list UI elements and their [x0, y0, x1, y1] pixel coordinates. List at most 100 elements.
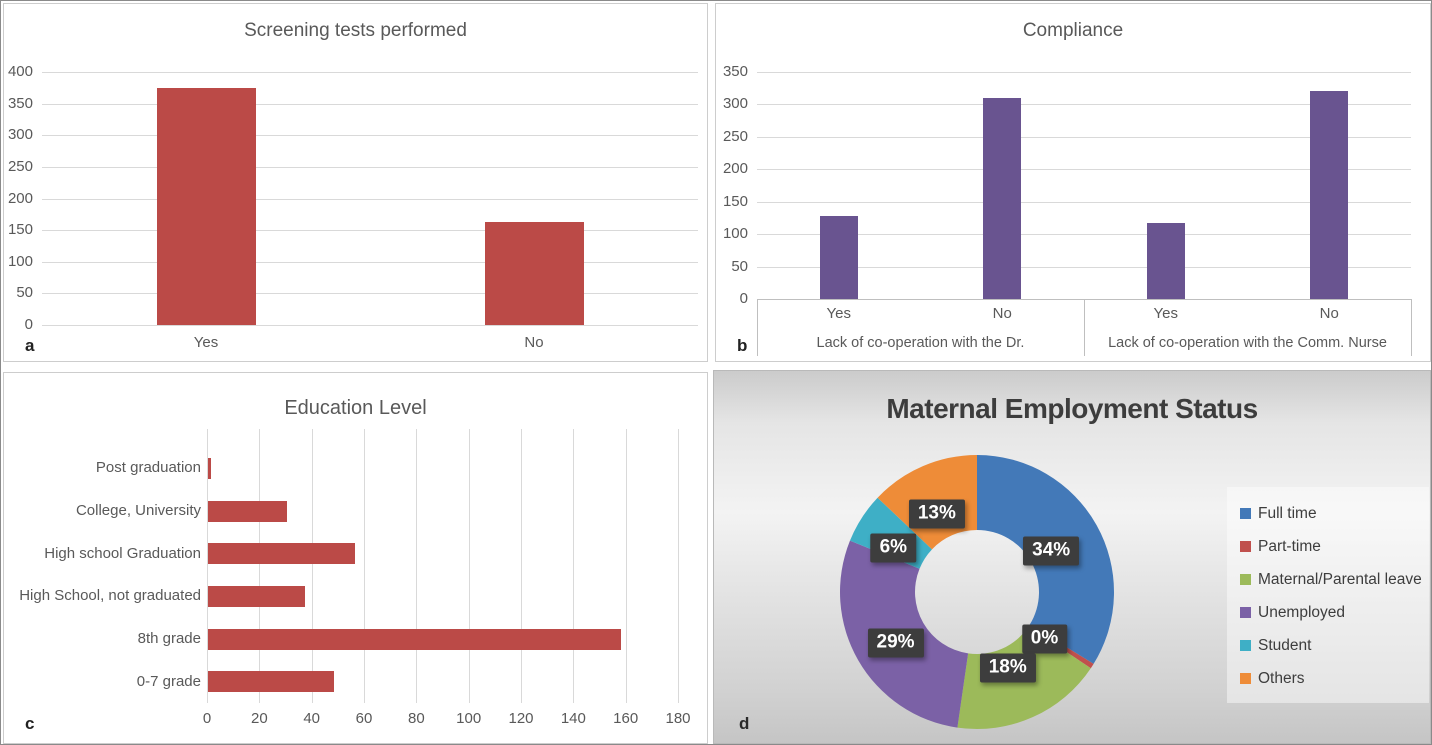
gridline: [757, 104, 1411, 106]
legend-swatch: [1240, 673, 1251, 684]
data-label-maternal-parental-leave: 18%: [979, 653, 1036, 683]
gridline: [42, 261, 698, 263]
category-label: No: [1319, 305, 1339, 322]
legend-label: Full time: [1258, 504, 1317, 522]
category-table-divider: [757, 299, 758, 356]
gridline: [42, 72, 698, 73]
legend-swatch: [1240, 574, 1251, 585]
gridline: [757, 72, 1411, 73]
data-label-student: 6%: [870, 533, 917, 563]
gridline: [757, 136, 1411, 138]
legend-item-others: Others: [1240, 662, 1423, 695]
y-tick-label: 200: [722, 160, 748, 178]
gridline: [42, 166, 698, 168]
y-tick-label: 50: [16, 284, 33, 302]
gridline: [42, 198, 698, 200]
data-label-full-time: 34%: [1023, 536, 1080, 566]
bar-8th-grade: [208, 628, 622, 650]
y-tick-label: 150: [722, 192, 748, 210]
bar-lack-of-co-operation-with-the-dr-yes: [819, 215, 858, 299]
x-tick-label: 40: [303, 710, 320, 727]
gridline: [259, 429, 261, 703]
bar-post-graduation: [208, 457, 211, 479]
x-tick-label: 160: [613, 710, 639, 727]
chart-title: Maternal Employment Status: [886, 393, 1258, 424]
category-table-divider: [1411, 299, 1412, 356]
data-label-unemployed: 29%: [867, 628, 924, 658]
legend-item-unemployed: Unemployed: [1240, 596, 1423, 629]
panel-letter: d: [739, 714, 750, 733]
y-tick-label: 0: [739, 290, 748, 307]
y-tick-label: 400: [7, 63, 33, 80]
x-tick-label: 80: [407, 710, 425, 727]
panel-c-education-level-chart: Education Level 0 20 40 60 80 100 120 140 160 180…: [3, 372, 708, 744]
bar-yes: [156, 87, 256, 325]
y-tick-label: 100: [722, 225, 748, 243]
panel-b-compliance-chart: Compliance 0 50 100 150 200 250 300 350 Yes No Lac…: [715, 3, 1431, 362]
gridline: [207, 429, 208, 703]
y-tick-label: 250: [7, 157, 33, 175]
panel-letter: b: [737, 336, 748, 355]
category-label: No: [524, 334, 544, 351]
legend-label: Unemployed: [1258, 603, 1346, 621]
legend-label: Others: [1258, 669, 1305, 687]
chart-title: Compliance: [1022, 20, 1124, 41]
chart-legend: Full time Part-time Maternal/Parental leav…: [1227, 487, 1429, 703]
legend-swatch: [1240, 541, 1251, 552]
category-label: College, University: [75, 502, 201, 519]
chart-title: Education Level: [284, 397, 427, 419]
gridline: [678, 429, 679, 703]
legend-swatch: [1240, 640, 1251, 651]
bar-lack-of-co-operation-with-the-comm-nurse-no: [1310, 90, 1349, 299]
bar-no: [484, 221, 584, 325]
bar-lack-of-co-operation-with-the-comm-nurse-yes: [1146, 223, 1185, 299]
gridline: [757, 169, 1411, 171]
gridline: [757, 201, 1411, 203]
category-table-divider: [1084, 299, 1085, 356]
gridline: [757, 266, 1411, 268]
gridline: [42, 325, 698, 326]
y-tick-label: 300: [722, 95, 748, 113]
legend-item-maternal-parental-leave: Maternal/Parental leave: [1240, 563, 1423, 596]
y-tick-label: 350: [7, 94, 33, 112]
category-label: Yes: [1153, 305, 1178, 322]
gridline: [468, 429, 470, 703]
plot-area: 0 50 100 150 200 250 300 350 400 Yes No: [4, 4, 707, 361]
bar-high-school-not-graduated: [208, 585, 305, 607]
plot-area: 0 50 100 150 200 250 300 350 Yes No Lack of co-ope…: [716, 4, 1430, 361]
x-tick-label: 120: [508, 710, 534, 727]
gridline: [625, 429, 627, 703]
category-label: No: [992, 305, 1012, 322]
gridline: [42, 103, 698, 105]
category-label: 8th grade: [137, 630, 201, 647]
bar-lack-of-co-operation-with-the-dr-no: [983, 97, 1022, 299]
group-label: Lack of co-operation with the Dr.: [816, 335, 1025, 351]
legend-label: Maternal/Parental leave: [1258, 570, 1422, 588]
y-tick-label: 50: [731, 257, 748, 275]
gridline: [521, 429, 522, 703]
legend-label: Student: [1258, 636, 1312, 654]
gridline: [311, 429, 313, 703]
category-label: High school Graduation: [44, 544, 201, 562]
gridline: [364, 429, 365, 703]
gridline: [757, 234, 1411, 236]
legend-item-student: Student: [1240, 629, 1423, 662]
bar-0-7-grade: [208, 671, 334, 693]
legend-item-part-time: Part-time: [1240, 530, 1423, 563]
legend-swatch: [1240, 607, 1251, 618]
x-tick-label: 180: [665, 710, 691, 727]
panel-letter: c: [25, 714, 35, 733]
gridline: [416, 429, 418, 703]
category-label: High School, not graduated: [19, 587, 201, 605]
x-tick-label: 20: [250, 710, 268, 727]
gridline: [42, 230, 698, 232]
panel-letter: a: [25, 336, 35, 355]
data-label-others: 13%: [908, 499, 965, 529]
y-tick-label: 250: [722, 127, 748, 145]
panel-a-screening-tests-chart: Screening tests performed 0 50 100 150 200 25…: [3, 3, 708, 362]
category-label: Yes: [193, 334, 219, 351]
donut-svg: [839, 455, 1115, 730]
group-label: Lack of co-operation with the Comm. Nurs…: [1108, 335, 1387, 351]
x-tick-label: 100: [456, 710, 482, 727]
gridline: [573, 429, 575, 703]
